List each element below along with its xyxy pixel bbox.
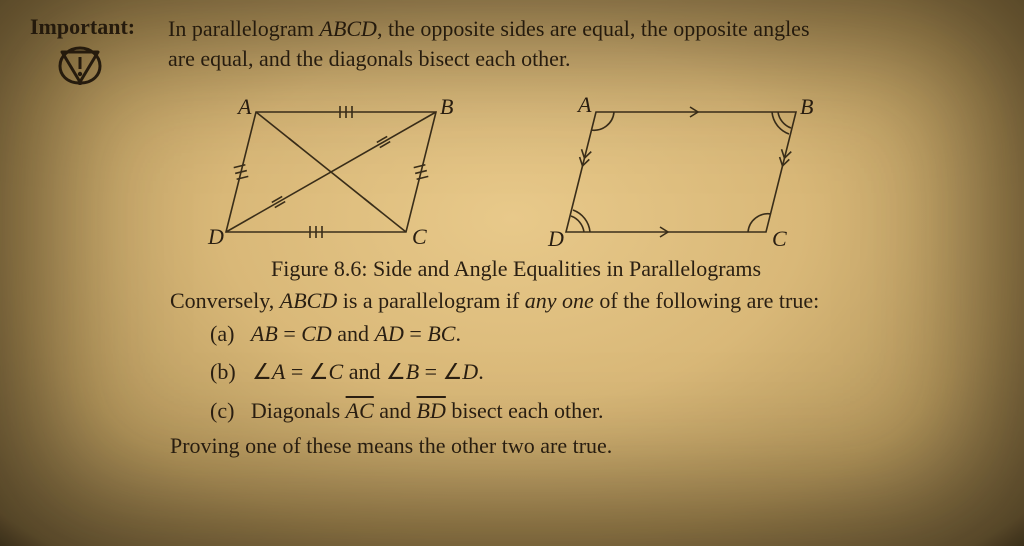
a-eq2-l: AD xyxy=(375,321,404,346)
item-a-label: (a) xyxy=(210,321,234,346)
b-and: and xyxy=(343,359,386,384)
header-abcd: ABCD xyxy=(320,16,377,41)
b-eq2-r: D xyxy=(462,359,478,384)
converse-mid: is a parallelogram if xyxy=(337,288,525,313)
b-eq1-r: C xyxy=(329,359,344,384)
page-content: Important: In parallelogram ABCD, the op… xyxy=(0,0,1024,469)
c-pre: Diagonals xyxy=(251,398,346,423)
header-line2: are equal, and the diagonals bisect each… xyxy=(168,46,571,71)
caption-body: Side and Angle Equalities in Parallelogr… xyxy=(373,256,761,281)
b-eq2-l: B xyxy=(406,359,419,384)
important-label: Important: xyxy=(30,14,150,40)
a-eq1-r: CD xyxy=(301,321,332,346)
converse-anyone: any one xyxy=(525,288,594,313)
label-A2: A xyxy=(576,92,592,117)
header-row: Important: In parallelogram ABCD, the op… xyxy=(30,14,1002,86)
caption-pre: Figure 8.6: xyxy=(271,256,373,281)
header-text: In parallelogram ABCD, the opposite side… xyxy=(168,14,810,73)
c-and: and xyxy=(374,398,417,423)
figure-right: A B C D xyxy=(536,92,836,252)
label-B: B xyxy=(440,94,453,119)
important-column: Important: xyxy=(30,14,150,86)
figure-left: A B C D xyxy=(196,92,476,252)
converse-pre: Conversely, xyxy=(170,288,280,313)
label-D: D xyxy=(207,224,224,249)
footer-line: Proving one of these means the other two… xyxy=(170,433,1002,459)
item-c: (c) Diagonals AC and BD bisect each othe… xyxy=(210,393,1002,429)
a-and: and xyxy=(332,321,375,346)
item-b-label: (b) xyxy=(210,359,236,384)
label-A: A xyxy=(236,94,252,119)
warning-icon xyxy=(56,44,150,86)
c-post: bisect each other. xyxy=(446,398,604,423)
label-D2: D xyxy=(547,226,564,251)
converse-line: Conversely, ABCD is a parallelogram if a… xyxy=(170,288,1002,314)
a-eq1-l: AB xyxy=(251,321,278,346)
figure-caption: Figure 8.6: Side and Angle Equalities in… xyxy=(30,256,1002,282)
converse-abcd: ABCD xyxy=(280,288,337,313)
item-b: (b) A = C and B = D. xyxy=(210,354,1002,390)
header-line1-pre: In parallelogram xyxy=(168,16,320,41)
label-C2: C xyxy=(772,226,787,251)
a-eq2-r: BC xyxy=(427,321,455,346)
c-d2: BD xyxy=(417,398,446,423)
label-C: C xyxy=(412,224,427,249)
label-B2: B xyxy=(800,94,813,119)
header-line1-post: , the opposite sides are equal, the oppo… xyxy=(377,16,810,41)
item-a: (a) AB = CD and AD = BC. xyxy=(210,316,1002,352)
conditions-list: (a) AB = CD and AD = BC. (b) A = C and B… xyxy=(210,316,1002,429)
figures-row: A B C D xyxy=(30,92,1002,252)
converse-post: of the following are true: xyxy=(594,288,819,313)
b-eq1-l: A xyxy=(272,359,285,384)
item-c-label: (c) xyxy=(210,398,234,423)
c-d1: AC xyxy=(346,398,374,423)
